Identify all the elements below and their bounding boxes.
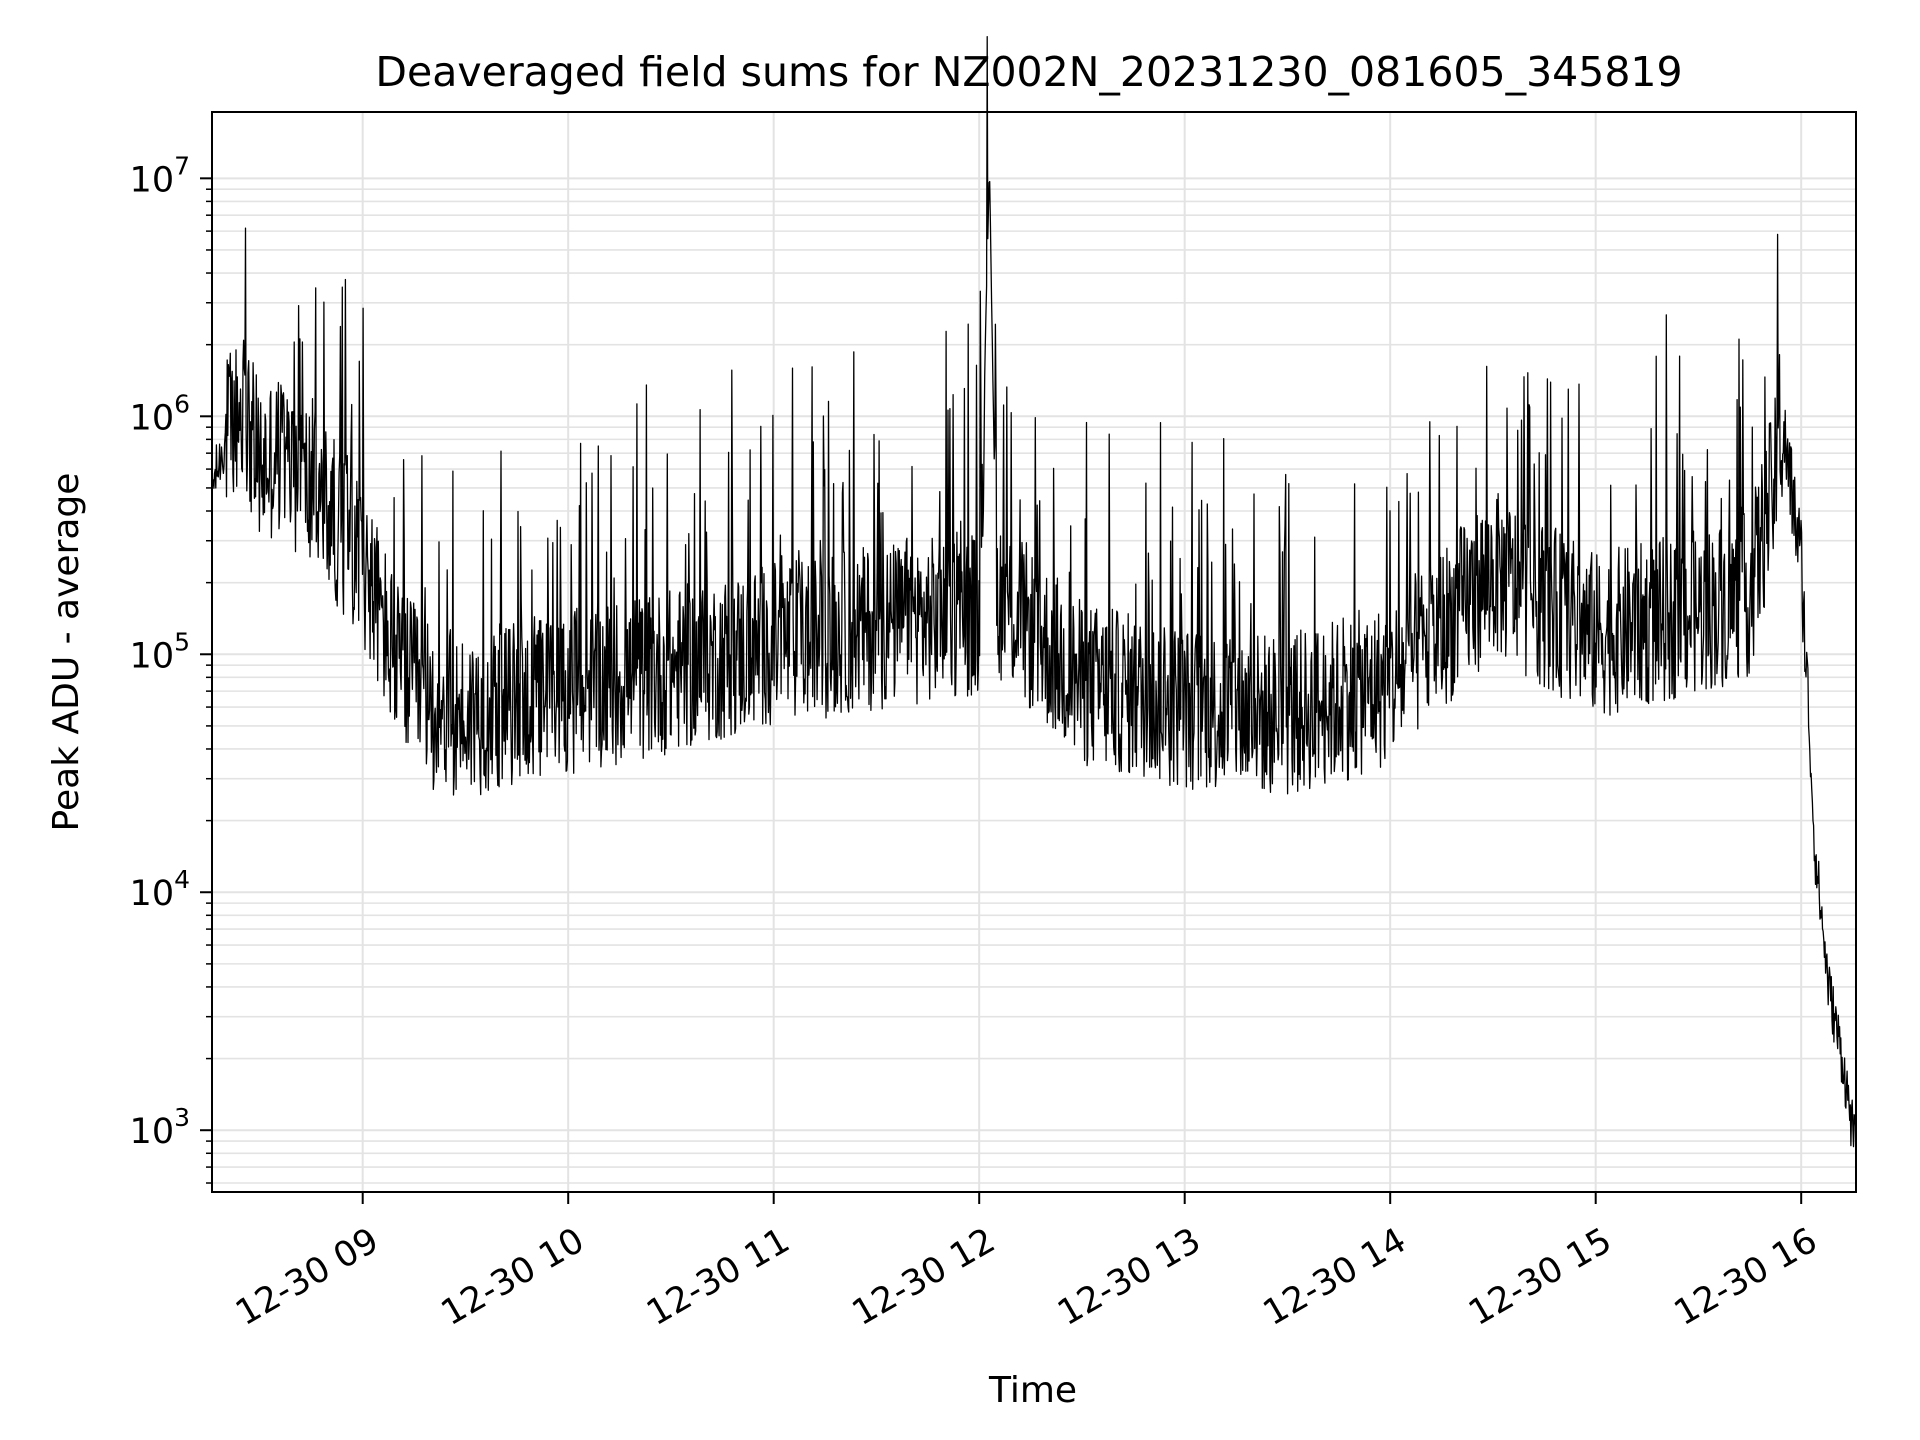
x-tick-label: 12-30 11 bbox=[640, 1221, 796, 1334]
series-line bbox=[211, 36, 1857, 1180]
x-tick-label: 12-30 15 bbox=[1462, 1221, 1618, 1334]
data-series bbox=[211, 36, 1857, 1180]
y-tick-label: 104 bbox=[130, 865, 190, 914]
x-tick-label: 12-30 09 bbox=[229, 1221, 385, 1334]
x-tick-label: 12-30 12 bbox=[846, 1221, 1002, 1334]
y-axis-label: Peak ADU - average bbox=[46, 473, 87, 832]
x-tick-label: 12-30 14 bbox=[1257, 1221, 1413, 1334]
x-axis-ticks: 12-30 09 12-30 10 12-30 11 12-30 12 12-30 13… bbox=[229, 1192, 1824, 1334]
x-tick-label: 12-30 10 bbox=[435, 1221, 591, 1334]
y-tick-label: 105 bbox=[130, 627, 190, 676]
plot-area-frame bbox=[211, 111, 1857, 1193]
x-axis-label: Time bbox=[988, 1370, 1077, 1411]
y-axis-ticks: 103 104 105 106 107 bbox=[130, 151, 212, 1184]
x-tick-label: 12-30 16 bbox=[1668, 1221, 1824, 1334]
y-tick-label: 106 bbox=[130, 389, 190, 438]
y-tick-label: 107 bbox=[130, 151, 190, 200]
y-tick-label: 103 bbox=[130, 1103, 190, 1152]
chart-title: Deaveraged field sums for NZ002N_2023123… bbox=[375, 48, 1682, 96]
x-tick-label: 12-30 13 bbox=[1051, 1221, 1207, 1334]
